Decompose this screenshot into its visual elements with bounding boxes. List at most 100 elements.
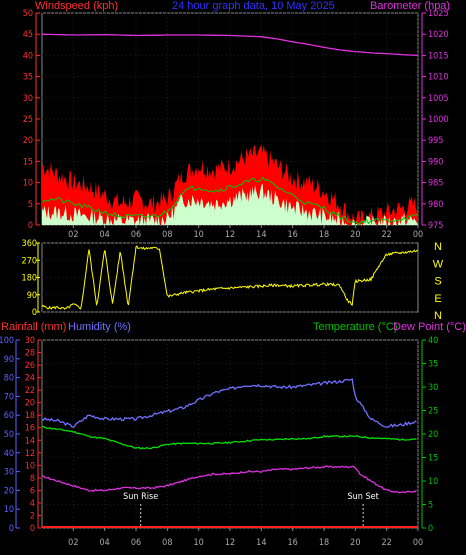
rainfall-tick-label: 26 (25, 361, 35, 371)
x-tick-label: 16 (288, 230, 298, 240)
rainfall-axis-title: Rainfall (mm) (1, 321, 66, 333)
windspeed-tick-label: 40 (23, 51, 33, 61)
humidity-tick-label: 80 (4, 374, 14, 384)
rainfall-tick-label: 12 (25, 449, 35, 459)
humidity-tick-label: 20 (4, 486, 14, 496)
windspeed-tick-label: 0 (28, 221, 33, 231)
wind-speed-area (42, 183, 418, 225)
rainfall-tick-label: 28 (25, 349, 35, 359)
rainfall-tick-label: 8 (30, 474, 35, 484)
humidity-tick-label: 0 (9, 524, 14, 534)
direction-tick-label: 0 (32, 308, 37, 318)
x-tick-label: 20 (350, 538, 360, 548)
barometer-tick-label: 1005 (428, 94, 449, 104)
humidity-axis-title: Humidity (%) (68, 321, 131, 333)
rainfall-tick-label: 6 (30, 486, 35, 496)
rainfall-tick-label: 16 (25, 424, 35, 434)
humidity-tick-label: 50 (4, 430, 14, 440)
temperature-tick-label: 40 (428, 336, 438, 346)
barometer-tick-label: 975 (428, 221, 443, 231)
x-tick-label: 12 (225, 230, 235, 240)
sunset-label: Sun Set (348, 492, 379, 502)
rainfall-tick-label: 18 (25, 411, 35, 421)
rainfall-tick-label: 14 (25, 436, 35, 446)
temperature-tick-label: 15 (428, 454, 438, 464)
direction-tick-label: 90 (27, 291, 37, 301)
x-tick-label: 00 (413, 538, 423, 548)
x-tick-label: 18 (319, 230, 329, 240)
direction-tick-label: 180 (22, 274, 37, 284)
x-tick-label: 04 (100, 538, 110, 548)
compass-label: N (434, 310, 442, 322)
direction-tick-label: 270 (22, 256, 37, 266)
windspeed-tick-label: 35 (23, 73, 33, 83)
barometer-tick-label: 1015 (428, 51, 449, 61)
windspeed-tick-label: 25 (23, 115, 33, 125)
rainfall-tick-label: 2 (30, 511, 35, 521)
humidity-tick-label: 10 (4, 505, 14, 515)
x-tick-label: 10 (194, 538, 204, 548)
x-tick-label: 18 (319, 538, 329, 548)
compass-label: S (434, 276, 441, 288)
dewpoint-line (41, 465, 417, 494)
temperature-tick-label: 20 (428, 430, 438, 440)
windspeed-tick-label: 20 (23, 136, 33, 146)
windspeed-axis-title: Windspeed (kph) (35, 0, 118, 12)
barometer-axis-title: Barometer (hpa) (370, 0, 450, 12)
humidity-tick-label: 100 (0, 336, 14, 346)
windspeed-tick-label: 15 (23, 157, 33, 167)
wind-direction-line (41, 245, 419, 310)
sunrise-label: Sun Rise (123, 492, 158, 502)
windspeed-tick-label: 45 (23, 30, 33, 40)
x-tick-label: 02 (68, 230, 78, 240)
rainfall-tick-label: 4 (30, 499, 35, 509)
temperature-tick-label: 35 (428, 360, 438, 370)
wind-gust-area (42, 144, 418, 225)
barometer-line (41, 33, 419, 57)
rainfall-tick-label: 30 (25, 336, 35, 346)
dewpoint-axis-title: Dew Point (°C) (393, 321, 466, 333)
compass-label: N (434, 241, 442, 253)
humidity-line (41, 378, 417, 429)
humidity-tick-label: 70 (4, 392, 14, 402)
x-tick-label: 06 (131, 538, 141, 548)
temperature-tick-label: 25 (428, 407, 438, 417)
barometer-tick-label: 990 (428, 157, 443, 167)
x-tick-label: 20 (350, 230, 360, 240)
barometer-tick-label: 1020 (428, 30, 449, 40)
windspeed-tick-label: 10 (23, 179, 33, 189)
rainfall-tick-label: 24 (25, 374, 35, 384)
windspeed-tick-label: 5 (28, 200, 33, 210)
temperature-tick-label: 5 (428, 501, 433, 511)
compass-label: W (433, 258, 444, 270)
barometer-tick-label: 985 (428, 179, 443, 189)
barometer-tick-label: 1000 (428, 115, 449, 125)
barometer-tick-label: 1010 (428, 73, 449, 83)
temperature-tick-label: 0 (428, 524, 433, 534)
x-tick-label: 10 (194, 230, 204, 240)
x-tick-label: 06 (131, 230, 141, 240)
x-tick-label: 04 (100, 230, 110, 240)
barometer-tick-label: 1025 (428, 9, 449, 19)
barometer-tick-label: 980 (428, 200, 443, 210)
temperature-line (41, 425, 417, 450)
humidity-tick-label: 90 (4, 355, 14, 365)
x-tick-label: 02 (68, 538, 78, 548)
chart-title: 24 hour graph data, 10 May 2025 (172, 0, 335, 12)
humidity-tick-label: 30 (4, 468, 14, 478)
temperature-tick-label: 10 (428, 477, 438, 487)
direction-tick-label: 360 (22, 239, 37, 249)
x-tick-label: 22 (382, 538, 392, 548)
temperature-tick-label: 30 (428, 383, 438, 393)
x-tick-label: 00 (413, 230, 423, 240)
windspeed-tick-label: 30 (23, 94, 33, 104)
windspeed-tick-label: 50 (23, 9, 33, 19)
humidity-tick-label: 40 (4, 449, 14, 459)
x-tick-label: 16 (288, 538, 298, 548)
wind-average-line (41, 176, 419, 226)
compass-label: E (434, 293, 441, 305)
x-tick-label: 14 (256, 538, 266, 548)
x-tick-label: 12 (225, 538, 235, 548)
x-tick-label: 08 (162, 230, 172, 240)
